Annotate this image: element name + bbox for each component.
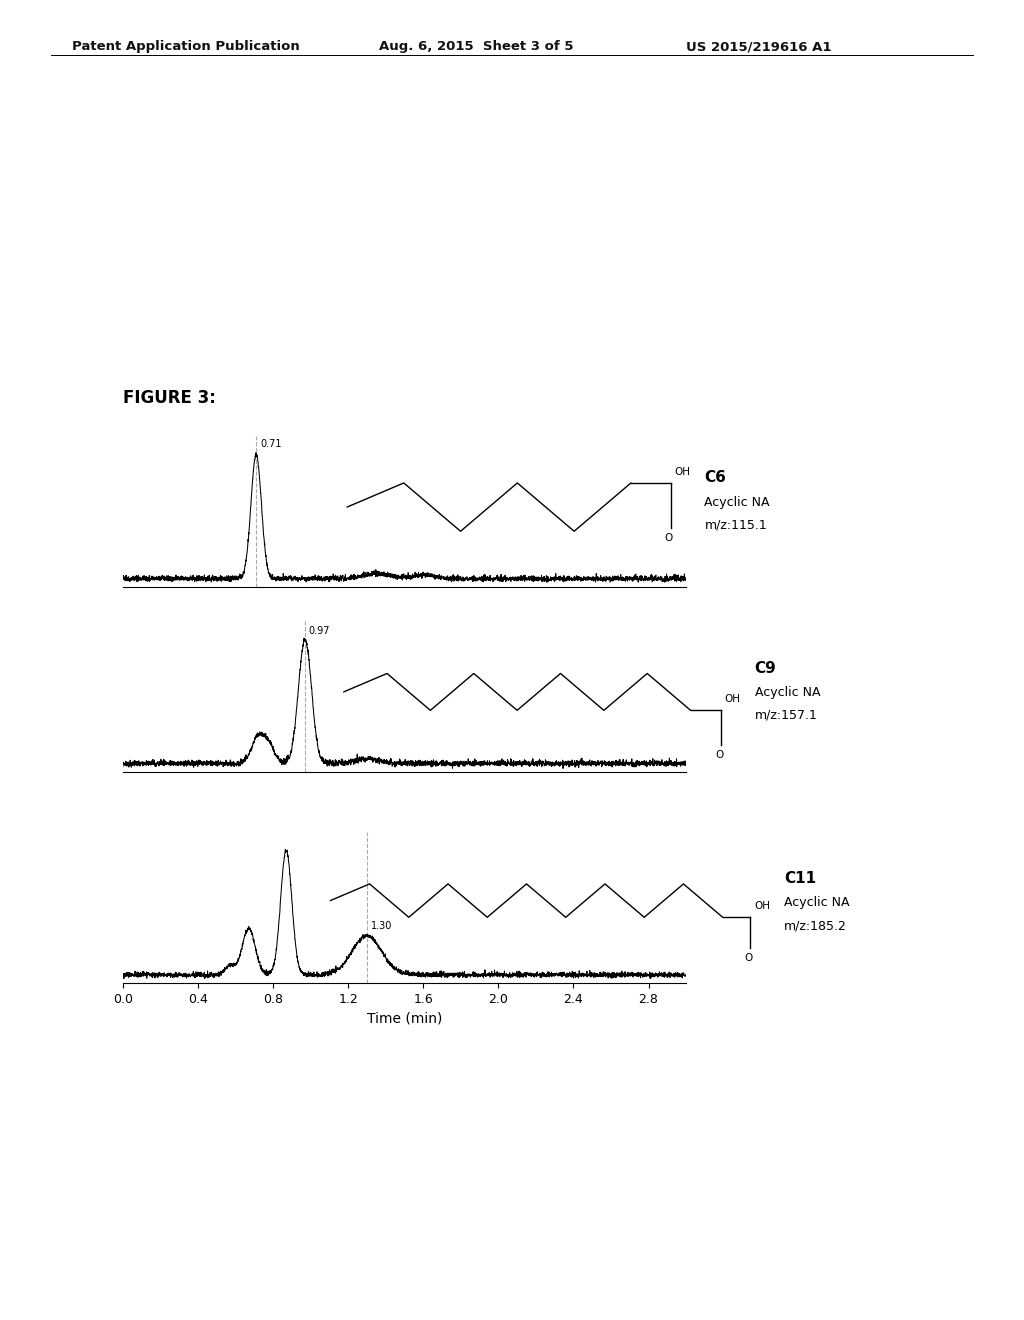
Text: FIGURE 3:: FIGURE 3: <box>123 388 216 407</box>
Text: 0.97: 0.97 <box>309 626 330 636</box>
Text: C9: C9 <box>755 661 776 676</box>
Text: O: O <box>744 953 753 964</box>
Text: Acyclic NA: Acyclic NA <box>705 495 770 508</box>
Text: C6: C6 <box>705 470 726 486</box>
Text: m/z:115.1: m/z:115.1 <box>705 517 767 531</box>
Text: 0.71: 0.71 <box>260 440 282 449</box>
Text: OH: OH <box>754 902 770 911</box>
Text: 1.30: 1.30 <box>371 920 392 931</box>
Text: OH: OH <box>725 694 740 704</box>
Text: C11: C11 <box>784 871 816 886</box>
Text: OH: OH <box>675 467 690 477</box>
Text: m/z:157.1: m/z:157.1 <box>755 709 817 722</box>
Text: Patent Application Publication: Patent Application Publication <box>72 41 299 53</box>
Text: Aug. 6, 2015  Sheet 3 of 5: Aug. 6, 2015 Sheet 3 of 5 <box>379 41 573 53</box>
Text: O: O <box>715 750 723 759</box>
Text: m/z:185.2: m/z:185.2 <box>784 919 847 932</box>
Text: Acyclic NA: Acyclic NA <box>755 686 820 700</box>
Text: US 2015/219616 A1: US 2015/219616 A1 <box>686 41 831 53</box>
X-axis label: Time (min): Time (min) <box>367 1011 442 1026</box>
Text: O: O <box>665 533 673 543</box>
Text: Acyclic NA: Acyclic NA <box>784 896 850 909</box>
